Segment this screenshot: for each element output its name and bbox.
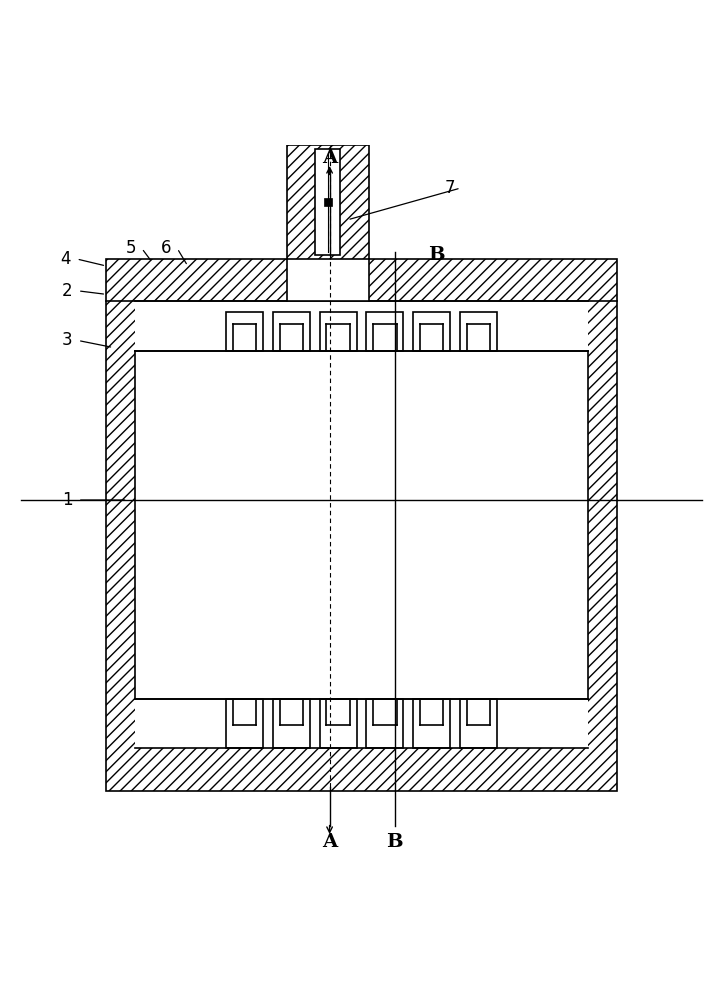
Bar <box>460 312 497 324</box>
Bar <box>397 699 403 748</box>
Bar <box>397 312 403 351</box>
Bar <box>226 699 263 748</box>
Bar <box>273 312 309 351</box>
Bar <box>280 324 303 351</box>
Bar <box>367 725 403 748</box>
Bar <box>460 699 467 748</box>
Bar <box>233 699 256 725</box>
Bar <box>443 699 450 748</box>
Bar <box>320 312 356 324</box>
Bar <box>414 699 420 748</box>
Text: 1: 1 <box>62 491 72 509</box>
Bar <box>106 259 617 791</box>
Text: A: A <box>322 149 337 167</box>
Bar <box>414 312 450 351</box>
Text: 2: 2 <box>62 282 72 300</box>
Bar <box>134 699 589 748</box>
Bar <box>287 145 369 259</box>
Text: B: B <box>387 833 403 851</box>
Bar <box>460 725 497 748</box>
Text: 4: 4 <box>61 250 71 268</box>
Bar <box>460 312 497 351</box>
Bar <box>414 312 420 351</box>
Bar <box>226 312 233 351</box>
Bar <box>490 699 497 748</box>
Bar <box>414 699 450 748</box>
Text: A: A <box>322 833 337 851</box>
Bar <box>467 699 490 725</box>
Bar <box>273 699 309 748</box>
Bar <box>326 699 350 725</box>
Bar <box>226 312 263 351</box>
Bar <box>233 324 256 351</box>
Bar <box>460 699 497 748</box>
Bar <box>324 198 332 206</box>
Text: 3: 3 <box>62 331 72 349</box>
Bar <box>226 312 263 324</box>
Bar <box>320 725 356 748</box>
Bar <box>256 312 263 351</box>
Bar <box>490 312 497 351</box>
Bar <box>467 324 490 351</box>
Bar <box>443 312 450 351</box>
Bar <box>367 312 403 324</box>
Bar <box>303 699 309 748</box>
Bar <box>460 312 467 351</box>
Bar <box>273 312 280 351</box>
Bar <box>320 312 356 351</box>
Text: 7: 7 <box>445 179 455 197</box>
Text: 6: 6 <box>161 239 172 257</box>
Bar <box>134 351 589 699</box>
Bar <box>373 324 397 351</box>
Bar <box>350 312 356 351</box>
Text: 5: 5 <box>126 239 137 257</box>
Bar <box>273 312 309 324</box>
Bar <box>420 324 443 351</box>
Bar <box>320 699 326 748</box>
Bar <box>256 699 263 748</box>
Bar <box>134 301 589 351</box>
Bar <box>226 699 233 748</box>
Bar <box>414 725 450 748</box>
Bar <box>273 699 280 748</box>
Bar <box>367 312 403 351</box>
Bar <box>226 725 263 748</box>
Bar <box>315 149 341 255</box>
Bar <box>320 312 326 351</box>
Text: B: B <box>427 246 444 264</box>
Bar <box>303 312 309 351</box>
Bar <box>350 699 356 748</box>
Bar <box>420 699 443 725</box>
Bar <box>280 699 303 725</box>
Bar <box>273 725 309 748</box>
Bar <box>287 259 369 301</box>
Bar <box>367 699 403 748</box>
Bar <box>326 324 350 351</box>
Bar <box>414 312 450 324</box>
Bar <box>373 699 397 725</box>
Bar <box>367 699 373 748</box>
Bar <box>367 312 373 351</box>
Bar <box>320 699 356 748</box>
